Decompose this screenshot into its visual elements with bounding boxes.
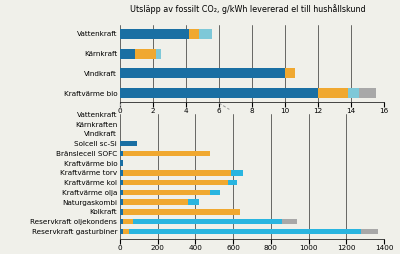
Bar — [120, 180, 123, 185]
Bar — [129, 229, 361, 234]
Bar — [123, 180, 228, 185]
Bar — [120, 219, 123, 224]
Bar — [359, 88, 376, 98]
Bar — [120, 170, 123, 176]
Bar — [231, 170, 243, 176]
Bar — [133, 219, 282, 224]
Bar — [228, 180, 236, 185]
Bar — [123, 209, 240, 215]
Bar — [361, 229, 378, 234]
Bar — [282, 219, 297, 224]
Bar — [123, 219, 133, 224]
Bar — [120, 161, 123, 166]
Bar — [120, 68, 285, 78]
Bar — [210, 190, 220, 195]
Bar — [189, 29, 199, 39]
Bar — [123, 151, 210, 156]
Bar — [135, 49, 156, 59]
Bar — [120, 88, 318, 98]
Bar — [120, 151, 123, 156]
Bar — [120, 199, 123, 205]
Bar — [348, 88, 359, 98]
Bar — [120, 209, 123, 215]
Bar — [120, 229, 123, 234]
Bar — [318, 88, 348, 98]
Bar — [120, 29, 189, 39]
Bar — [120, 190, 123, 195]
Bar — [285, 68, 295, 78]
Bar — [156, 49, 161, 59]
Bar — [123, 170, 231, 176]
Bar — [199, 29, 212, 39]
Bar — [123, 190, 210, 195]
Text: Utsläpp av fossilt CO₂, g/kWh levererad el till hushållskund: Utsläpp av fossilt CO₂, g/kWh levererad … — [130, 4, 366, 14]
Bar — [120, 49, 135, 59]
Bar — [123, 199, 188, 205]
Bar — [123, 229, 129, 234]
Bar — [188, 199, 199, 205]
Bar — [120, 141, 137, 146]
